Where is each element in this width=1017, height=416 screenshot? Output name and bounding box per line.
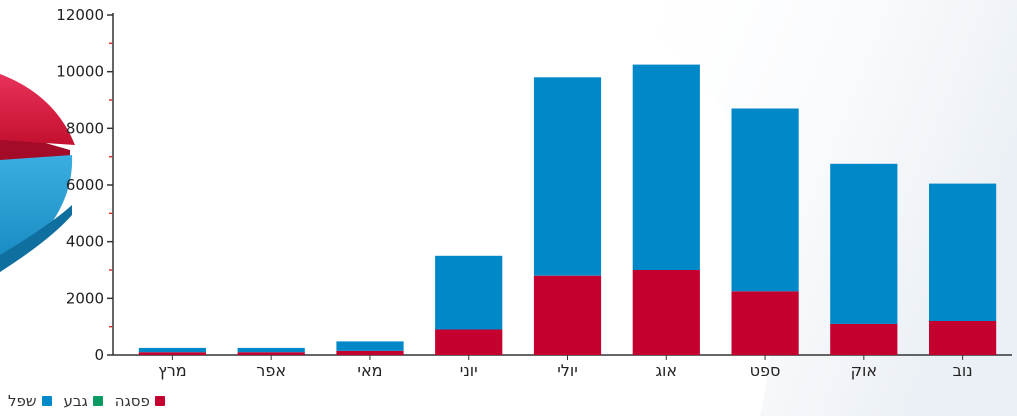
bar-segment-series-1[interactable] — [929, 321, 997, 355]
x-tick-label: יולי — [557, 361, 578, 380]
bar-segment-series-1[interactable] — [138, 352, 206, 355]
legend-label-series-2: גבע — [63, 392, 88, 410]
bar-segment-series-1[interactable] — [435, 329, 503, 356]
bar-segment-series-3[interactable] — [632, 64, 700, 270]
x-tick-labels: מרץ אפר מאי יוני יולי אוג ספט אוק נוב — [158, 355, 973, 380]
legend-item-series-3[interactable]: שפל — [8, 392, 52, 410]
legend-swatch-series-3 — [41, 396, 52, 406]
background-sweep — [600, 0, 1017, 416]
x-tick-label: יוני — [460, 361, 478, 380]
pie-slice-red — [0, 74, 75, 145]
legend-label-series-3: שפל — [8, 392, 37, 410]
legend-label-series-1: פסגה — [114, 392, 150, 410]
y-tick-label: 2000 — [66, 289, 104, 307]
pie-slice-blue — [0, 155, 73, 272]
x-tick-label: אוג — [655, 361, 677, 380]
bar-segment-series-1[interactable] — [336, 350, 404, 356]
bar-segment-series-1[interactable] — [632, 270, 700, 355]
bar-segment-series-3[interactable] — [731, 108, 799, 292]
x-tick-label: נוב — [953, 361, 973, 380]
bar-segment-series-3[interactable] — [138, 347, 206, 353]
bar-segment-series-1[interactable] — [533, 275, 602, 355]
x-tick-label: ספט — [750, 361, 781, 380]
y-tick-label: 0 — [94, 346, 104, 364]
bar-segment-series-3[interactable] — [435, 255, 503, 330]
y-tick-label: 8000 — [66, 119, 104, 137]
bar-segment-series-3[interactable] — [237, 347, 305, 353]
y-tick-label: 4000 — [66, 233, 104, 251]
bar-segment-series-3[interactable] — [830, 163, 898, 324]
y-tick-label: 6000 — [66, 176, 104, 194]
bar-segment-series-3[interactable] — [336, 341, 404, 351]
pie-chart-fragment — [0, 74, 75, 272]
x-tick-label: אוק — [851, 361, 877, 380]
legend-swatch-series-1 — [154, 396, 165, 406]
bar-segment-series-1[interactable] — [731, 291, 799, 356]
legend-item-series-1[interactable]: פסגה — [115, 392, 165, 410]
chart-legend: פסגה גבע שפל — [8, 389, 165, 413]
legend-item-series-2[interactable]: גבע — [64, 392, 103, 410]
chart-bars — [138, 64, 997, 356]
y-tick-label: 12000 — [56, 6, 104, 24]
bar-segment-series-3[interactable] — [533, 77, 602, 276]
pie-slice-blue-side — [0, 205, 72, 272]
bar-segment-series-1[interactable] — [830, 323, 898, 355]
bar-segment-series-3[interactable] — [929, 183, 997, 321]
x-tick-label: מאי — [357, 361, 382, 380]
y-tick-label: 10000 — [56, 63, 104, 81]
x-tick-label: מרץ — [158, 361, 187, 380]
bar-segment-series-1[interactable] — [237, 352, 305, 355]
y-tick-labels: 0 2000 4000 6000 8000 10000 12000 — [56, 6, 113, 364]
x-tick-label: אפר — [256, 361, 286, 380]
legend-swatch-series-2 — [92, 396, 103, 406]
